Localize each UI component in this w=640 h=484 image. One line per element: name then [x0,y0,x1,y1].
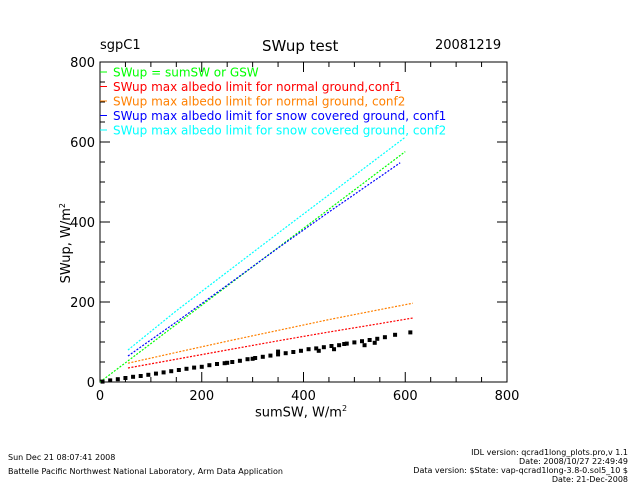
data-point [362,343,367,348]
legend-label: SWup max albedo limit for normal ground,… [113,80,402,94]
y-tick-label: 200 [70,296,95,311]
data-point [332,347,337,352]
data-point [367,338,372,342]
data-point [276,352,281,357]
y-tick-label: 400 [70,216,95,231]
data-point [408,330,413,335]
data-point [245,357,250,362]
data-point [337,343,342,348]
data-point [123,376,128,380]
x-tick-label: 200 [189,389,214,404]
data-point [169,369,174,374]
footer-org: Battelle Pacific Northwest National Labo… [8,467,283,476]
footer-version: IDL version: qcrad1long_plots.pro,v 1.1 … [413,448,628,484]
data-point [207,363,212,368]
legend-label: SWup max albedo limit for normal ground,… [113,95,405,109]
data-point [225,360,230,365]
data-point [184,366,189,371]
data-point [352,340,357,345]
data-point [329,344,334,348]
legend-label: SWup max albedo limit for snow covered g… [113,109,446,123]
series-line [127,317,413,369]
y-axis-label: SWup, W/m2 [57,202,75,284]
site-label: sgpC1 [100,38,141,53]
data-point [314,346,319,351]
legend-label: SWup = sumSW or GSW [113,66,259,80]
x-tick-label: 400 [291,389,316,404]
data-point [100,379,105,384]
data-point [250,356,255,361]
data-point [199,364,204,369]
data-point [321,345,326,350]
x-tick-label: 0 [96,389,104,404]
idl-version: IDL version: qcrad1long_plots.pro,v 1.1 [471,448,628,457]
footer-timestamp: Sun Dec 21 08:07:41 2008 [8,453,116,462]
series-line [127,136,406,351]
data-point [306,347,311,352]
data-version: Data version: $State: vap-qcrad1long-3.8… [413,466,628,475]
data-point [276,349,281,354]
x-axis-label: sumSW, W/m2 [255,404,348,421]
data-point [115,377,120,382]
data-point [131,374,136,379]
data-point [215,362,220,366]
data-point [375,336,380,341]
data-point [161,370,166,375]
data-point [222,361,227,366]
data-point [360,339,365,344]
data-point [108,378,113,383]
data-point [283,351,288,356]
data-point [153,371,158,376]
data-point [342,342,347,346]
y-tick-label: 800 [70,56,95,71]
x-tick-label: 600 [393,389,418,404]
data-point [192,365,197,370]
data-point [344,341,349,346]
series-line [127,302,413,364]
data-point [146,372,151,377]
data-point [382,335,387,340]
x-tick-label: 800 [495,389,520,404]
date-label: 20081219 [435,38,502,53]
data-point [260,354,265,359]
data-point [316,348,321,353]
data-point [230,360,235,364]
data-point [253,356,258,360]
chart-title: SWup test [262,37,339,55]
data-point [372,340,377,345]
legend-label: SWup max albedo limit for snow covered g… [113,124,446,138]
y-tick-label: 0 [87,376,95,391]
y-tick-label: 600 [70,136,95,151]
series-line [99,151,406,383]
data-point [237,358,242,363]
data-point [268,353,273,358]
data-point [176,368,181,372]
series-line [127,162,401,357]
data-point [291,350,296,354]
data-point [138,374,143,378]
data-point [393,332,398,337]
idl-date: Date: 2008/10/27 22:49:49 [519,457,628,466]
data-point [298,348,303,353]
